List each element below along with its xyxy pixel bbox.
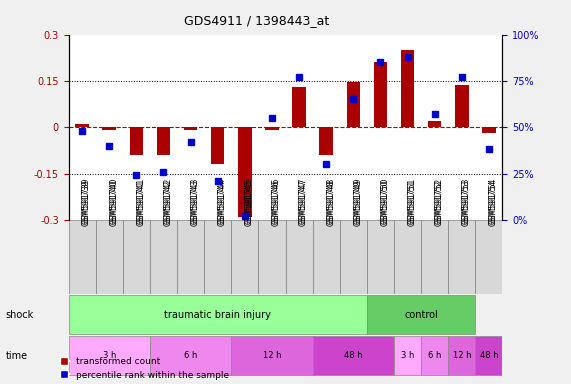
FancyBboxPatch shape [96, 220, 123, 294]
Text: GSM591742: GSM591742 [163, 177, 172, 223]
FancyBboxPatch shape [150, 336, 231, 376]
Text: GSM591748: GSM591748 [326, 177, 335, 223]
FancyBboxPatch shape [421, 220, 448, 294]
Bar [211, 127, 224, 164]
Text: GSM591745: GSM591745 [245, 177, 254, 223]
FancyBboxPatch shape [123, 220, 150, 294]
Text: GSM591752: GSM591752 [435, 177, 444, 223]
FancyBboxPatch shape [177, 220, 204, 294]
Text: GSM591748: GSM591748 [326, 180, 335, 226]
Text: control: control [404, 310, 438, 319]
FancyBboxPatch shape [69, 220, 96, 294]
FancyBboxPatch shape [231, 220, 258, 294]
Bar [319, 127, 333, 155]
Text: GSM591739: GSM591739 [82, 179, 91, 226]
Text: GSM591752: GSM591752 [435, 180, 444, 226]
Bar [292, 87, 306, 127]
FancyBboxPatch shape [258, 220, 286, 294]
Text: GSM591743: GSM591743 [191, 179, 200, 226]
Text: GSM591742: GSM591742 [163, 180, 172, 226]
Bar [130, 127, 143, 155]
Text: shock: shock [6, 310, 34, 319]
FancyBboxPatch shape [421, 336, 448, 376]
Text: traumatic brain injury: traumatic brain injury [164, 310, 271, 319]
FancyBboxPatch shape [69, 295, 367, 334]
Bar [238, 127, 252, 217]
Bar [75, 124, 89, 127]
Text: GSM591739: GSM591739 [82, 177, 91, 223]
FancyBboxPatch shape [340, 220, 367, 294]
Bar [401, 50, 415, 127]
Text: GDS4911 / 1398443_at: GDS4911 / 1398443_at [184, 14, 329, 27]
Bar [482, 127, 496, 133]
Bar [156, 127, 170, 155]
FancyBboxPatch shape [394, 220, 421, 294]
Text: GSM591749: GSM591749 [353, 179, 363, 226]
Text: GSM591754: GSM591754 [489, 179, 498, 226]
Text: GSM591753: GSM591753 [462, 179, 471, 226]
FancyBboxPatch shape [367, 220, 394, 294]
Text: GSM591740: GSM591740 [109, 179, 118, 226]
Text: GSM591741: GSM591741 [136, 180, 146, 226]
Bar [184, 127, 198, 130]
Bar [373, 62, 387, 127]
Text: GSM591741: GSM591741 [136, 177, 146, 223]
Text: 6 h: 6 h [184, 351, 197, 360]
Text: GSM591749: GSM591749 [353, 177, 363, 223]
FancyBboxPatch shape [394, 336, 421, 376]
FancyBboxPatch shape [448, 220, 475, 294]
Text: 12 h: 12 h [263, 351, 281, 360]
Text: GSM591743: GSM591743 [191, 177, 200, 223]
Text: 3 h: 3 h [103, 351, 116, 360]
Text: GSM591750: GSM591750 [380, 177, 389, 223]
Bar [455, 84, 469, 127]
FancyBboxPatch shape [150, 220, 177, 294]
Text: 12 h: 12 h [453, 351, 471, 360]
FancyBboxPatch shape [204, 220, 231, 294]
Legend: transformed count, percentile rank within the sample: transformed count, percentile rank withi… [56, 353, 232, 383]
Text: 6 h: 6 h [428, 351, 441, 360]
Text: GSM591747: GSM591747 [299, 177, 308, 223]
FancyBboxPatch shape [313, 336, 394, 376]
Bar [347, 83, 360, 127]
Text: GSM591751: GSM591751 [408, 180, 417, 226]
Text: GSM591754: GSM591754 [489, 177, 498, 223]
Text: 48 h: 48 h [344, 351, 363, 360]
Text: 48 h: 48 h [480, 351, 498, 360]
FancyBboxPatch shape [69, 336, 150, 376]
Text: GSM591753: GSM591753 [462, 177, 471, 223]
FancyBboxPatch shape [448, 336, 475, 376]
Text: GSM591746: GSM591746 [272, 177, 281, 223]
Text: GSM591740: GSM591740 [109, 177, 118, 223]
Text: GSM591746: GSM591746 [272, 179, 281, 226]
Bar [428, 121, 441, 127]
FancyBboxPatch shape [231, 336, 313, 376]
FancyBboxPatch shape [367, 295, 475, 334]
Text: GSM591750: GSM591750 [380, 179, 389, 226]
FancyBboxPatch shape [475, 220, 502, 294]
Bar [265, 127, 279, 130]
FancyBboxPatch shape [286, 220, 313, 294]
Text: GSM591747: GSM591747 [299, 179, 308, 226]
FancyBboxPatch shape [475, 336, 502, 376]
Bar [102, 127, 116, 130]
Text: time: time [6, 351, 28, 361]
Text: GSM591744: GSM591744 [218, 177, 227, 223]
Text: GSM591744: GSM591744 [218, 179, 227, 226]
Text: GSM591745: GSM591745 [245, 179, 254, 226]
Text: 3 h: 3 h [401, 351, 414, 360]
FancyBboxPatch shape [313, 220, 340, 294]
Text: GSM591751: GSM591751 [408, 177, 417, 223]
